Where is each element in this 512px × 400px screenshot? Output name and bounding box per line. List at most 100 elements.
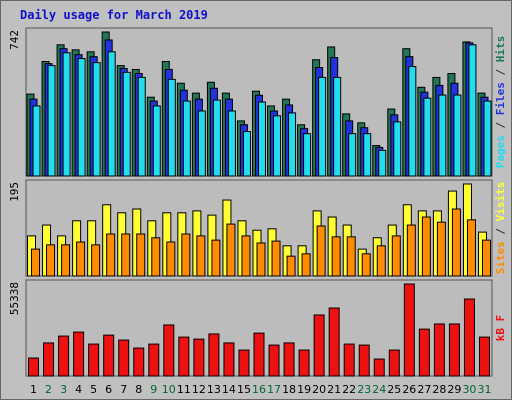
bar	[43, 342, 55, 377]
bar	[73, 331, 85, 377]
bar	[256, 242, 266, 277]
x-tick-label: 11	[177, 383, 191, 396]
x-tick-label: 13	[207, 383, 221, 396]
bar	[328, 307, 340, 377]
bar	[88, 343, 100, 377]
bar	[363, 133, 372, 177]
bar	[273, 115, 282, 177]
x-tick-label: 23	[357, 383, 371, 396]
y-tick-label: 55338	[8, 282, 21, 315]
y-tick-label: 195	[8, 182, 21, 202]
bar	[28, 357, 40, 377]
x-tick-label: 16	[252, 383, 266, 396]
bar	[211, 239, 221, 277]
x-tick-label: 10	[162, 383, 176, 396]
bar	[47, 65, 56, 177]
legend-separator: /	[494, 221, 507, 241]
x-tick-label: 6	[105, 383, 112, 396]
legend-entry: Pages	[494, 135, 507, 168]
bar	[466, 219, 476, 277]
bar	[451, 208, 461, 277]
x-tick-label: 7	[120, 383, 127, 396]
legend-entry: Sites	[494, 241, 507, 274]
bar	[193, 338, 205, 377]
bar	[118, 339, 130, 377]
bar	[46, 244, 56, 277]
bar	[136, 233, 146, 277]
bar	[167, 78, 176, 177]
bar	[148, 343, 160, 377]
bar	[121, 233, 131, 277]
x-tick-label: 12	[192, 383, 206, 396]
bar	[163, 324, 175, 377]
bar	[433, 323, 445, 377]
legend-entry: Visits	[494, 182, 507, 222]
bar	[227, 110, 236, 177]
bar	[376, 245, 386, 277]
bar	[303, 133, 312, 177]
bar	[316, 225, 326, 277]
x-tick-label: 2	[45, 383, 52, 396]
bar	[226, 223, 236, 277]
bar	[166, 241, 176, 277]
legend-entry: kB F	[494, 315, 507, 342]
legend: Pages / Files / Hits	[494, 36, 507, 169]
bar	[346, 236, 356, 277]
y-tick-label: 742	[8, 30, 21, 50]
x-tick-label: 5	[90, 383, 97, 396]
bar	[478, 336, 490, 377]
x-tick-label: 22	[342, 383, 356, 396]
bar	[197, 110, 206, 177]
x-tick-label: 1	[30, 383, 37, 396]
bar	[178, 336, 190, 377]
bar	[77, 58, 86, 177]
bar	[152, 105, 161, 177]
x-tick-label: 8	[135, 383, 142, 396]
bar	[76, 241, 86, 277]
x-tick-label: 27	[417, 383, 431, 396]
bar	[418, 328, 430, 377]
bar	[388, 349, 400, 377]
legend-entry: Hits	[494, 36, 507, 63]
bar	[62, 52, 71, 177]
bar	[196, 235, 206, 277]
x-tick-label: 26	[402, 383, 416, 396]
x-tick-label: 15	[237, 383, 251, 396]
bar	[258, 101, 266, 177]
x-tick-label: 18	[282, 383, 296, 396]
x-tick-label: 30	[462, 383, 476, 396]
x-tick-label: 21	[327, 383, 341, 396]
x-tick-label: 4	[75, 383, 82, 396]
bar	[212, 99, 221, 177]
legend: kB F	[494, 315, 507, 342]
bar	[208, 333, 220, 377]
legend-separator: /	[494, 62, 507, 82]
bar	[268, 344, 280, 377]
bar	[423, 97, 432, 177]
bar	[106, 233, 116, 277]
bar	[436, 221, 446, 277]
bar	[453, 94, 462, 177]
bar	[301, 253, 311, 277]
bar	[181, 233, 191, 277]
bar	[133, 347, 145, 377]
x-tick-label: 19	[297, 383, 311, 396]
bar	[32, 105, 41, 177]
bar	[58, 335, 70, 377]
bar	[373, 358, 385, 377]
legend-entry: Files	[494, 82, 507, 115]
bar	[406, 224, 416, 277]
bar	[151, 237, 161, 277]
bar	[107, 51, 116, 177]
x-tick-label: 14	[222, 383, 236, 396]
bar	[92, 62, 101, 177]
bar	[393, 121, 402, 177]
bar	[271, 240, 281, 277]
x-tick-label: 28	[432, 383, 446, 396]
bar	[333, 76, 342, 177]
bar	[343, 343, 355, 377]
bar	[288, 112, 297, 177]
bar	[122, 71, 131, 177]
x-tick-label: 31	[477, 383, 491, 396]
